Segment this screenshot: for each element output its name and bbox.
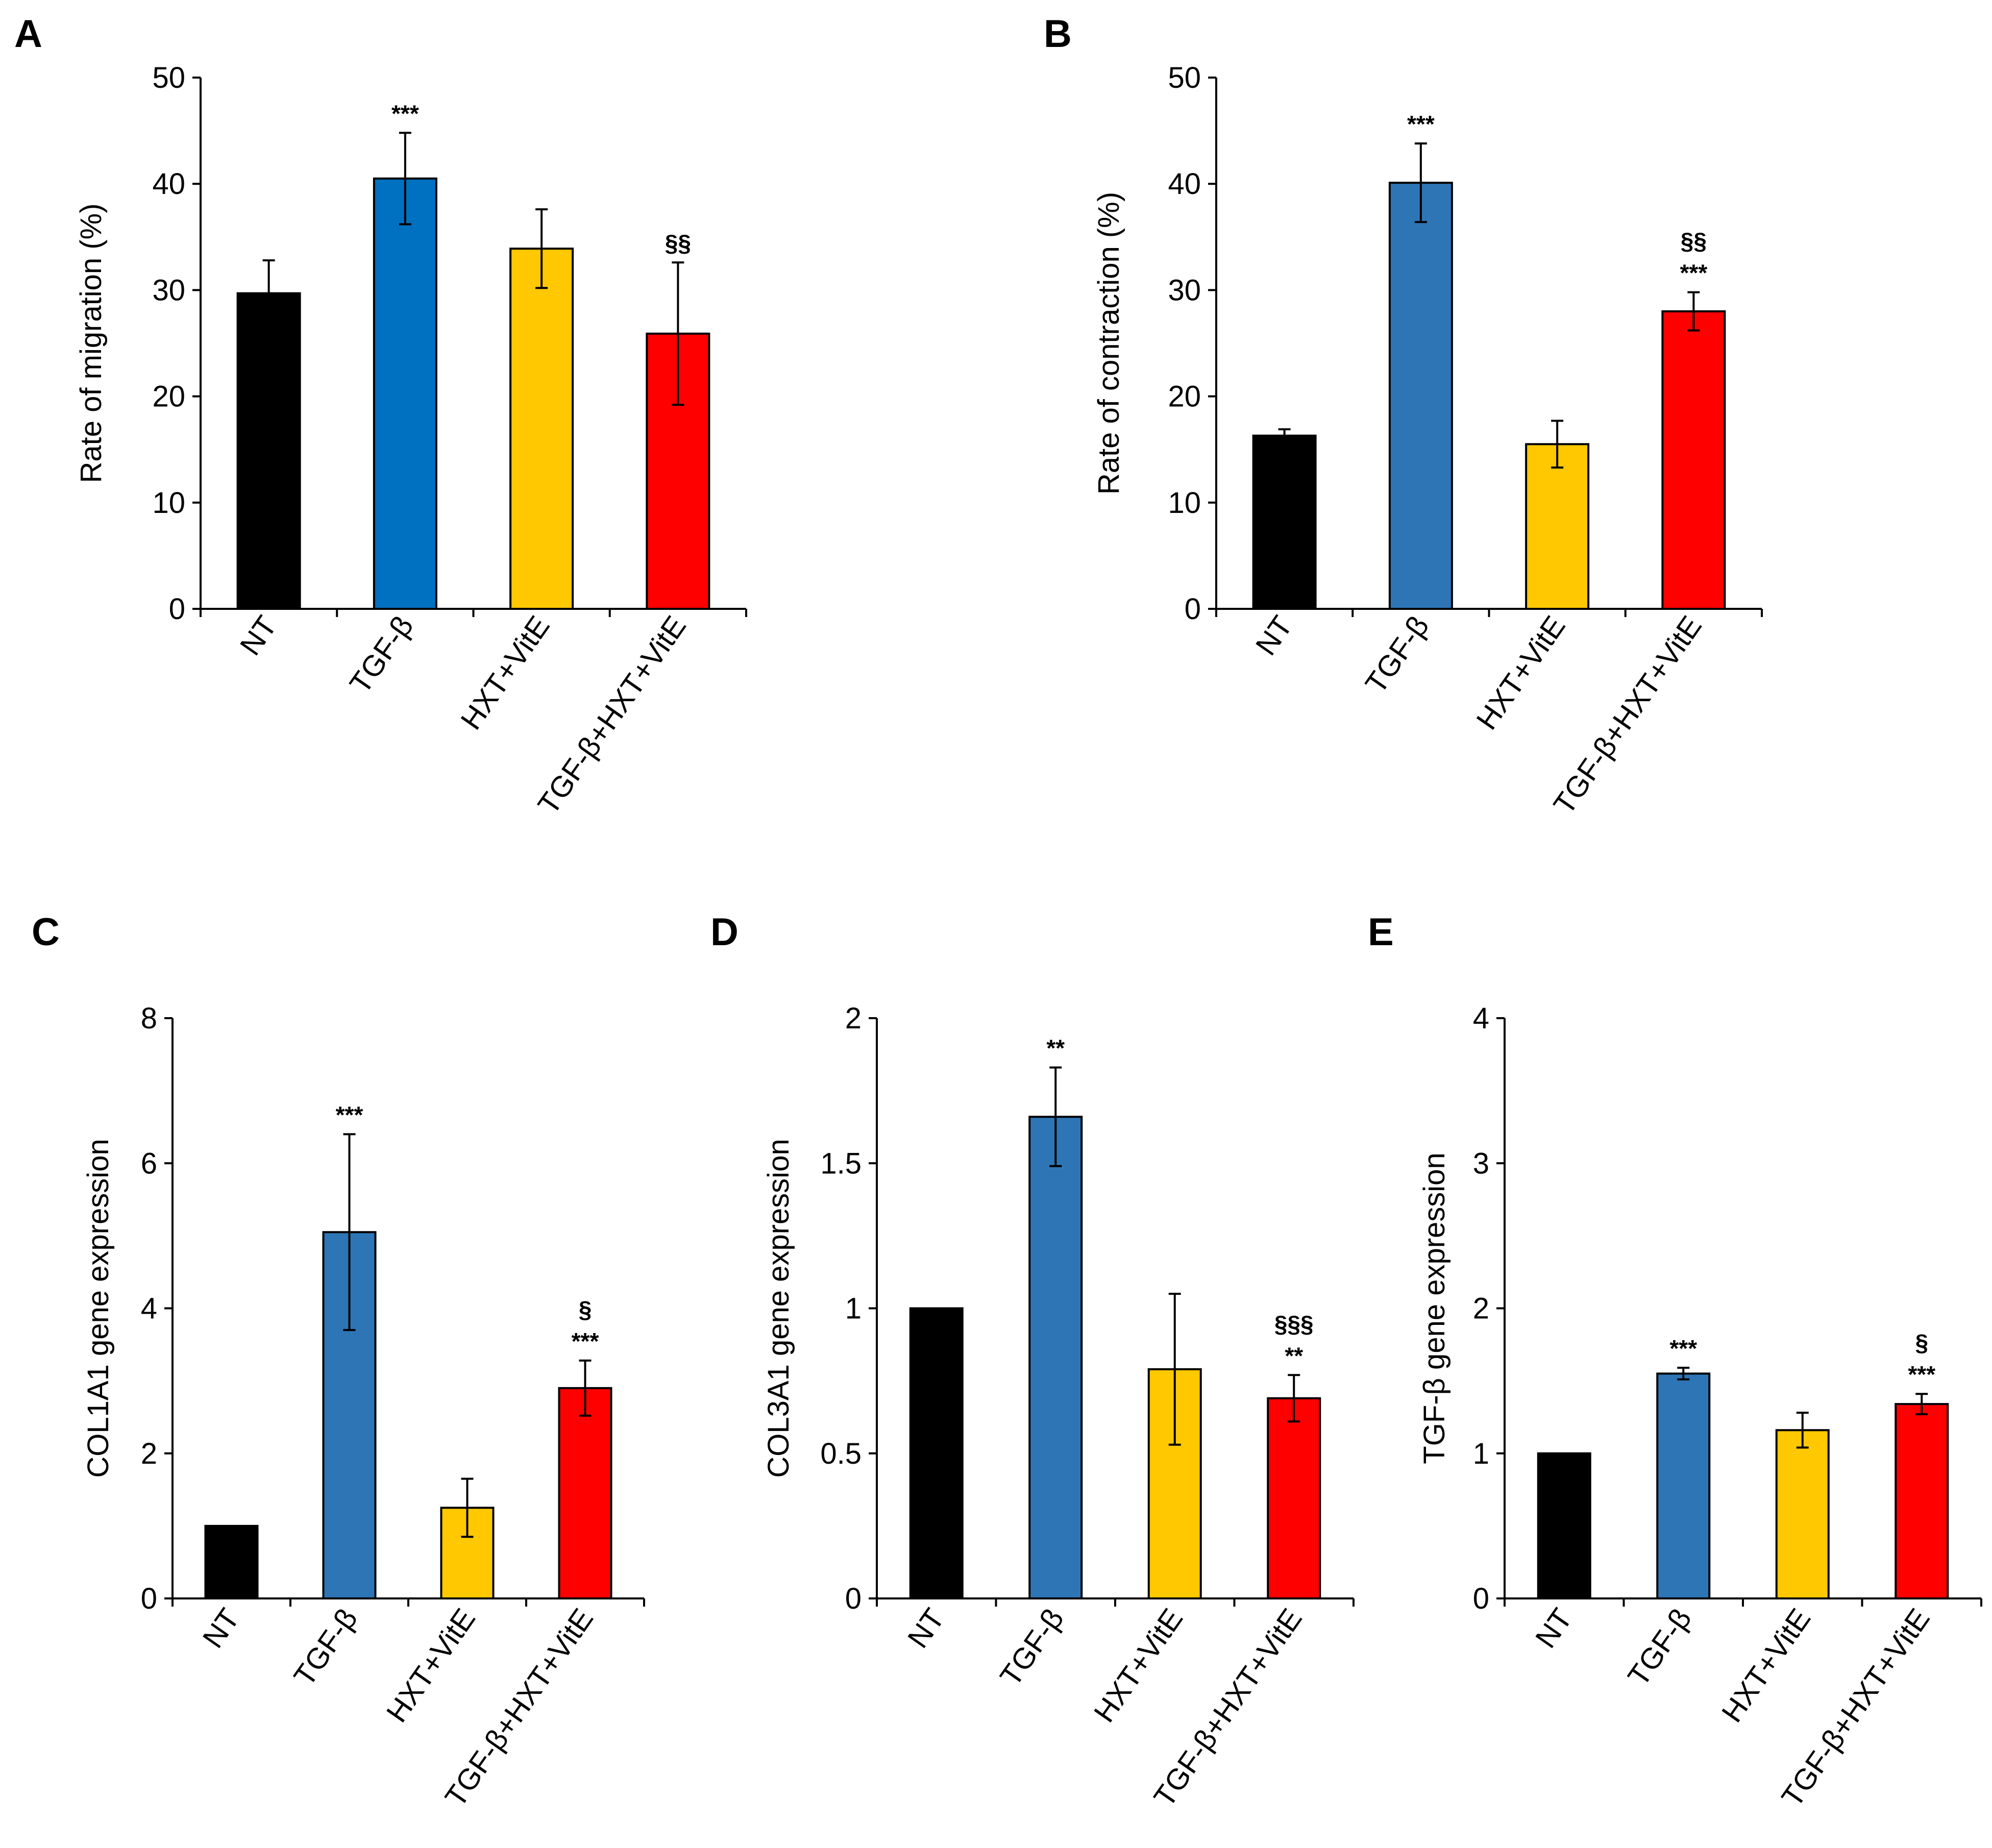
y-tick-label: 1.5: [820, 1147, 862, 1180]
significance-label: §§§: [1274, 1311, 1314, 1337]
y-axis-title: COL3A1 gene expression: [762, 1139, 795, 1477]
bar-hxt-vite: [509, 248, 574, 610]
category-label: TGF-β+HXT+VitE: [531, 610, 693, 820]
category-label: NT: [901, 1603, 951, 1654]
panel-letter: A: [14, 12, 42, 56]
y-tick-label: 0: [845, 1582, 862, 1615]
bar-nt: [1252, 434, 1317, 610]
panel-b: B 0 10 20 30 40 50 Rate of contraction (%) NT ***…: [1044, 12, 1763, 820]
y-tick-label: 10: [152, 486, 185, 520]
y-tick-label: 3: [1473, 1147, 1489, 1180]
bar-tgf-hxt-vite: [558, 1387, 612, 1599]
y-axis-title: TGF-β gene expression: [1418, 1152, 1451, 1464]
bar-nt: [236, 292, 301, 610]
y-tick-label: 0: [1185, 593, 1201, 626]
y-tick-label: 40: [1168, 167, 1201, 201]
y-tick-label: 10: [1168, 486, 1201, 520]
y-tick-label: 4: [1473, 1002, 1489, 1035]
significance-label: §§: [665, 230, 691, 256]
bar-tgf-: [1656, 1372, 1711, 1600]
bar-tgf-hxt-vite: [1267, 1397, 1321, 1600]
bar-nt: [204, 1524, 259, 1599]
significance-label: ***: [336, 1101, 363, 1128]
bar-nt: [1537, 1452, 1591, 1599]
significance-label: **: [1046, 1035, 1065, 1062]
category-label: TGF-β: [1621, 1603, 1698, 1692]
significance-label: ***: [1908, 1361, 1935, 1388]
y-tick-label: 2: [141, 1437, 157, 1470]
category-label: TGF-β: [1359, 610, 1436, 699]
y-tick-label: 30: [1168, 274, 1201, 307]
panel-c: C 0 2 4 6 8 COL1A1 gene expression NT *** TGF-β HX…: [32, 910, 645, 1813]
category-label: TGF-β: [994, 1603, 1070, 1692]
significance-label: ***: [1669, 1335, 1697, 1362]
y-tick-label: 20: [1168, 380, 1201, 413]
y-tick-label: 1: [845, 1292, 862, 1325]
y-tick-label: 50: [1168, 61, 1201, 94]
bar-hxt-vite: [1775, 1429, 1830, 1600]
panel-letter: C: [32, 910, 60, 954]
significance-label: §: [1915, 1329, 1928, 1356]
significance-label: **: [1285, 1342, 1303, 1369]
y-tick-label: 2: [1473, 1292, 1489, 1325]
significance-label: ***: [1680, 260, 1708, 286]
category-label: NT: [234, 610, 284, 661]
y-axis-title: Rate of migration (%): [75, 204, 108, 483]
panel-letter: E: [1368, 910, 1394, 954]
significance-label: ***: [1407, 111, 1435, 137]
bar-nt: [909, 1307, 964, 1599]
category-label: HXT+VitE: [1470, 610, 1572, 735]
panel-e: E 0 1 2 3 4 TGF-β gene expression NT *** TGF-β HXT…: [1368, 910, 1982, 1813]
y-tick-label: 0: [141, 1582, 157, 1615]
category-label: NT: [1529, 1603, 1579, 1654]
y-axis-title: Rate of contraction (%): [1092, 192, 1125, 495]
y-tick-label: 40: [152, 167, 185, 201]
category-label: HXT+VitE: [1715, 1603, 1817, 1728]
bar-hxt-vite: [1525, 443, 1590, 610]
panel-letter: B: [1044, 12, 1072, 56]
significance-label: §§: [1681, 228, 1707, 255]
significance-label: §: [579, 1296, 592, 1323]
bar-tgf-hxt-vite: [1895, 1403, 1949, 1599]
y-tick-label: 0.5: [820, 1437, 862, 1470]
y-tick-label: 50: [152, 61, 185, 94]
y-tick-label: 20: [152, 380, 185, 413]
significance-label: ***: [572, 1328, 599, 1354]
y-tick-label: 0: [1473, 1582, 1489, 1615]
category-label: HXT+VitE: [454, 610, 556, 735]
bar-tgf-hxt-vite: [1661, 310, 1726, 610]
y-tick-label: 2: [845, 1002, 862, 1035]
bar-tgf-: [1028, 1116, 1083, 1600]
y-tick-label: 30: [152, 274, 185, 307]
category-label: TGF-β: [343, 610, 420, 699]
category-label: TGF-β: [287, 1603, 364, 1692]
y-tick-label: 8: [141, 1002, 157, 1035]
panel-a: A 0 10 20 30 40 50 Rate of migration (%) NT *** TG…: [14, 12, 747, 820]
panel-letter: D: [710, 910, 739, 954]
panel-d: D 0 0.5 1 1.5 2 COL3A1 gene expression NT ** TGF-…: [710, 910, 1355, 1813]
category-label: TGF-β+HXT+VitE: [1547, 610, 1708, 820]
y-tick-label: 1: [1473, 1437, 1489, 1470]
category-label: HXT+VitE: [1088, 1603, 1190, 1728]
category-label: NT: [196, 1603, 247, 1654]
significance-label: ***: [391, 100, 419, 127]
category-label: HXT+VitE: [380, 1603, 482, 1728]
y-tick-label: 0: [169, 593, 185, 626]
bar-tgf-: [1388, 182, 1453, 610]
bar-tgf-: [373, 177, 437, 610]
y-axis-title: COL1A1 gene expression: [82, 1139, 115, 1477]
y-tick-label: 4: [141, 1292, 157, 1325]
category-label: NT: [1249, 610, 1299, 661]
y-tick-label: 6: [141, 1147, 157, 1180]
